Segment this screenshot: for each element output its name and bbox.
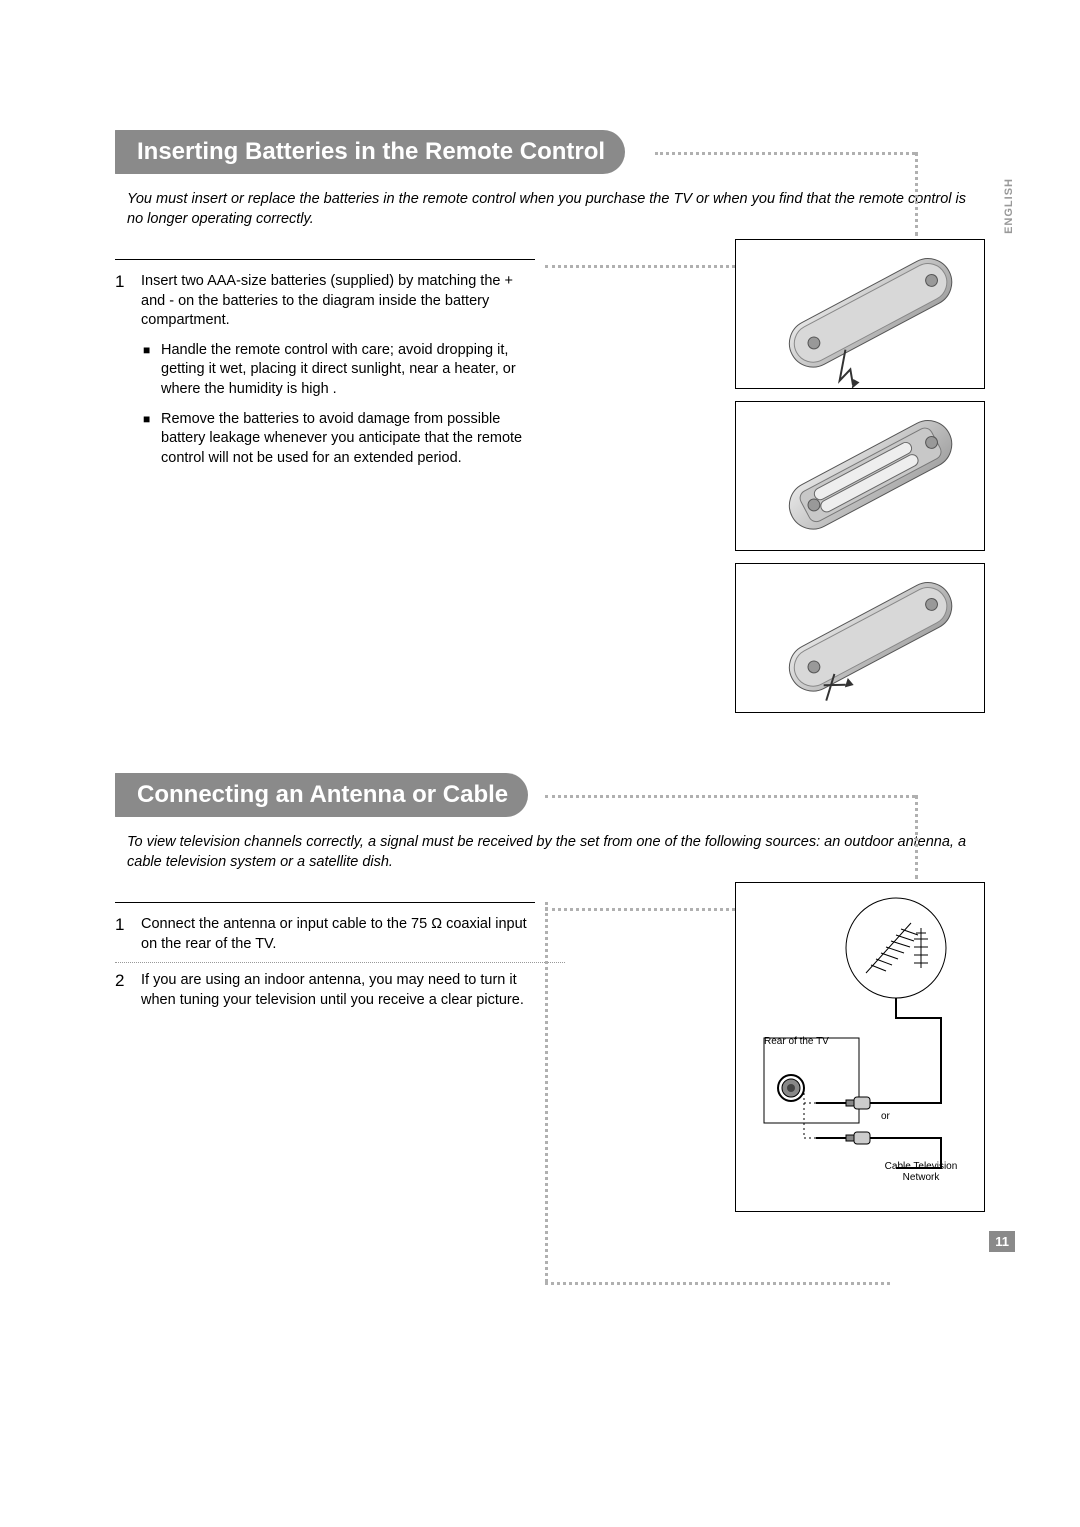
bullet-text: Remove the batteries to avoid damage fro… — [161, 410, 543, 469]
bullet-icon: ■ — [143, 341, 161, 400]
step-text: Connect the antenna or input cable to th… — [141, 915, 541, 954]
rear-tv-label: Rear of the TV — [764, 1036, 829, 1047]
step-1: 1 Insert two AAA-size batteries (supplie… — [115, 272, 715, 331]
bullet-item: ■ Remove the batteries to avoid damage f… — [143, 410, 543, 469]
step-text: If you are using an indoor antenna, you … — [141, 971, 541, 1010]
cable-label: Cable Television Network — [876, 1161, 966, 1183]
illustration-column: Rear of the TV or Cable Television Netwo… — [735, 882, 985, 1212]
cable-label-line2: Network — [903, 1172, 940, 1183]
remote-illustration-3 — [735, 563, 985, 713]
or-label: or — [881, 1111, 890, 1122]
step-number: 1 — [115, 915, 141, 954]
bullet-icon: ■ — [143, 410, 161, 469]
divider — [115, 902, 535, 903]
section1-title: Inserting Batteries in the Remote Contro… — [115, 130, 625, 174]
remote-illustration-1 — [735, 239, 985, 389]
page-number: 11 — [989, 1231, 1015, 1252]
language-tab: ENGLISH — [1003, 178, 1015, 234]
bullet-item: ■ Handle the remote control with care; a… — [143, 341, 543, 400]
section2-intro: To view television channels correctly, a… — [127, 833, 985, 872]
step-number: 1 — [115, 272, 141, 331]
cable-label-line1: Cable Television — [885, 1161, 958, 1172]
step-text: Insert two AAA-size batteries (supplied)… — [141, 272, 541, 331]
section-antenna: Connecting an Antenna or Cable To view t… — [115, 773, 985, 1212]
dotted-divider — [115, 962, 565, 963]
illustration-column — [735, 239, 985, 713]
bullet-text: Handle the remote control with care; avo… — [161, 341, 543, 400]
section-batteries: Inserting Batteries in the Remote Contro… — [115, 130, 985, 713]
antenna-diagram: Rear of the TV or Cable Television Netwo… — [735, 882, 985, 1212]
section2-title: Connecting an Antenna or Cable — [115, 773, 528, 817]
step-2: 2 If you are using an indoor antenna, yo… — [115, 971, 715, 1010]
remote-illustration-2 — [735, 401, 985, 551]
step-1: 1 Connect the antenna or input cable to … — [115, 915, 715, 954]
step-number: 2 — [115, 971, 141, 1010]
section1-intro: You must insert or replace the batteries… — [127, 190, 985, 229]
divider — [115, 259, 535, 260]
